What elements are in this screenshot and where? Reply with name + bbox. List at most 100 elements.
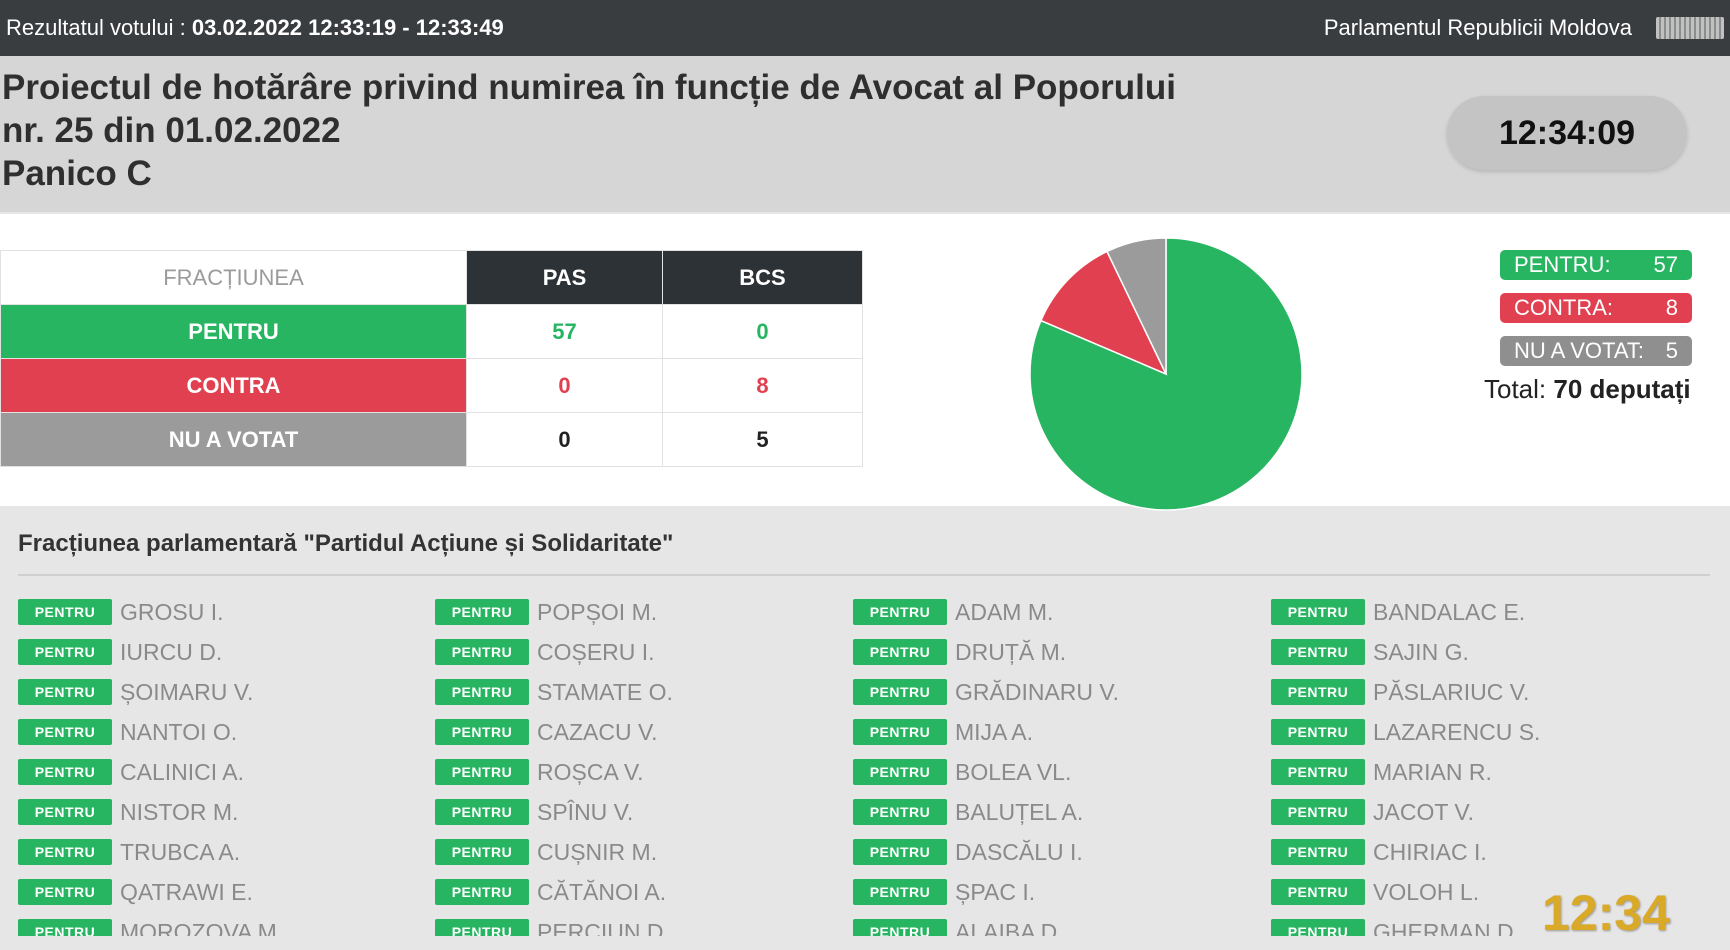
deputy-name: CALINICI A.	[120, 758, 244, 785]
list-item: PENTRU SAJIN G.	[1271, 632, 1540, 672]
vote-badge: PENTRU	[1271, 799, 1365, 825]
legend-pentru: PENTRU: 57	[1500, 250, 1692, 280]
vote-badge: PENTRU	[853, 679, 947, 705]
list-item: PENTRU NANTOI O.	[18, 712, 283, 752]
vote-badge: PENTRU	[435, 679, 529, 705]
vote-badge: PENTRU	[853, 839, 947, 865]
vote-badge: PENTRU	[853, 919, 947, 936]
list-item: PENTRU DRUȚĂ M.	[853, 632, 1119, 672]
list-item: PENTRU CUȘNIR M.	[435, 832, 673, 872]
vote-badge: PENTRU	[1271, 839, 1365, 865]
list-item: PENTRU DASCĂLU I.	[853, 832, 1119, 872]
list-item: PENTRU JACOT V.	[1271, 792, 1540, 832]
deputy-name: QATRAWI E.	[120, 878, 253, 905]
deputy-name: ROȘCA V.	[537, 758, 644, 785]
legend-contra: CONTRA: 8	[1500, 293, 1692, 323]
deputy-name: SPÎNU V.	[537, 798, 634, 825]
party-header-pas: PAS	[466, 250, 663, 305]
legend-nu-label: NU A VOTAT:	[1514, 338, 1644, 363]
deputy-name: CAZACU V.	[537, 718, 658, 745]
title-line-3: Panico C	[2, 154, 152, 193]
deputy-name: ALAIBA D.	[955, 918, 1064, 937]
vote-badge: PENTRU	[1271, 879, 1365, 905]
list-item: PENTRU COȘERU I.	[435, 632, 673, 672]
deputy-name: JACOT V.	[1373, 798, 1474, 825]
list-item: PENTRU VOLOH L.	[1271, 872, 1540, 912]
list-item: PENTRU BANDALAC E.	[1271, 592, 1540, 632]
vote-datetime: 03.02.2022 12:33:19 - 12:33:49	[191, 15, 504, 40]
list-item: PENTRU GRĂDINARU V.	[853, 672, 1119, 712]
deputy-name: GHERMAN D.	[1373, 918, 1520, 937]
vote-badge: PENTRU	[853, 719, 947, 745]
deputy-name: NISTOR M.	[120, 798, 239, 825]
vote-badge: PENTRU	[435, 839, 529, 865]
deputy-name: BANDALAC E.	[1373, 598, 1526, 625]
deputy-name: LAZARENCU S.	[1373, 718, 1541, 745]
cell-nu-pas: 0	[466, 412, 663, 467]
list-item: PENTRU ALAIBA D.	[853, 912, 1119, 936]
vote-badge: PENTRU	[853, 759, 947, 785]
deputy-name: CUȘNIR M.	[537, 838, 658, 865]
row-label-contra: CONTRA	[0, 358, 467, 413]
list-item: PENTRU QATRAWI E.	[18, 872, 283, 912]
deputy-name: DRUȚĂ M.	[955, 638, 1067, 665]
vote-badge: PENTRU	[18, 759, 112, 785]
page-title: Proiectul de hotărâre privind numirea în…	[2, 66, 1176, 195]
parliament-logo-icon	[1656, 17, 1724, 39]
vote-badge: PENTRU	[435, 639, 529, 665]
deputy-name: MOROZOVA M.	[120, 918, 284, 937]
list-item: PENTRU GHERMAN D.	[1271, 912, 1540, 936]
deputy-name: BOLEA VL.	[955, 758, 1072, 785]
deputy-name: ȘOIMARU V.	[120, 678, 254, 705]
vote-pie-chart	[1029, 237, 1303, 511]
title-line-2: nr. 25 din 01.02.2022	[2, 111, 341, 150]
total-label: Total:	[1484, 374, 1547, 404]
deputy-name: CHIRIAC I.	[1373, 838, 1487, 865]
broadcast-time-overlay: 12:34	[1542, 885, 1670, 941]
party-header-bcs: BCS	[662, 250, 863, 305]
total-value: 70 deputați	[1553, 374, 1691, 404]
cell-pentru-pas: 57	[466, 304, 663, 359]
list-item: PENTRU CALINICI A.	[18, 752, 283, 792]
vote-badge: PENTRU	[18, 839, 112, 865]
clock-display: 12:34:09	[1447, 96, 1687, 170]
table-row-pentru: PENTRU 57 0	[0, 304, 863, 359]
vote-badge: PENTRU	[435, 759, 529, 785]
vote-badge: PENTRU	[18, 679, 112, 705]
list-item: PENTRU TRUBCA A.	[18, 832, 283, 872]
institution-block: Parlamentul Republicii Moldova	[1324, 15, 1724, 41]
vote-badge: PENTRU	[853, 879, 947, 905]
legend-contra-value: 8	[1665, 295, 1678, 320]
vote-badge: PENTRU	[1271, 759, 1365, 785]
list-item: PENTRU MOROZOVA M.	[18, 912, 283, 936]
title-line-1: Proiectul de hotărâre privind numirea în…	[2, 68, 1177, 107]
cell-pentru-bcs: 0	[662, 304, 863, 359]
vote-badge: PENTRU	[853, 799, 947, 825]
legend-contra-label: CONTRA:	[1514, 295, 1613, 320]
pie-slice-contra	[1039, 250, 1168, 376]
deputy-name: MIJA A.	[955, 718, 1033, 745]
deputy-name: IURCU D.	[120, 638, 223, 665]
deputy-name: GROSU I.	[120, 598, 224, 625]
faction-title: Fracțiunea parlamentară "Partidul Acțiun…	[18, 530, 674, 557]
list-item: PENTRU SPÎNU V.	[435, 792, 673, 832]
deputy-name: ADAM M.	[955, 598, 1054, 625]
total-deputies: Total: 70 deputați	[1484, 374, 1691, 405]
deputies-column: PENTRU POPȘOI M. PENTRU COȘERU I. PENTRU STAM…	[435, 592, 673, 936]
list-item: PENTRU CHIRIAC I.	[1271, 832, 1540, 872]
vote-result-header: Rezultatul votului : 03.02.2022 12:33:19…	[6, 15, 504, 41]
fraction-header: FRACȚIUNEA	[0, 250, 467, 305]
top-bar: Rezultatul votului : 03.02.2022 12:33:19…	[0, 0, 1730, 56]
deputy-name: VOLOH L.	[1373, 878, 1480, 905]
table-row-nu-a-votat: NU A VOTAT 0 5	[0, 412, 863, 467]
deputy-name: BALUȚEL A.	[955, 798, 1084, 825]
legend-nu-a-votat: NU A VOTAT: 5	[1500, 336, 1692, 366]
list-item: PENTRU MARIAN R.	[1271, 752, 1540, 792]
deputy-name: COȘERU I.	[537, 638, 655, 665]
legend-nu-value: 5	[1665, 338, 1678, 363]
deputy-name: CĂTĂNOI A.	[537, 878, 667, 905]
list-item: PENTRU POPȘOI M.	[435, 592, 673, 632]
vote-legend: PENTRU: 57 CONTRA: 8 NU A VOTAT: 5	[1500, 250, 1692, 379]
vote-badge: PENTRU	[435, 799, 529, 825]
vote-badge: PENTRU	[18, 879, 112, 905]
